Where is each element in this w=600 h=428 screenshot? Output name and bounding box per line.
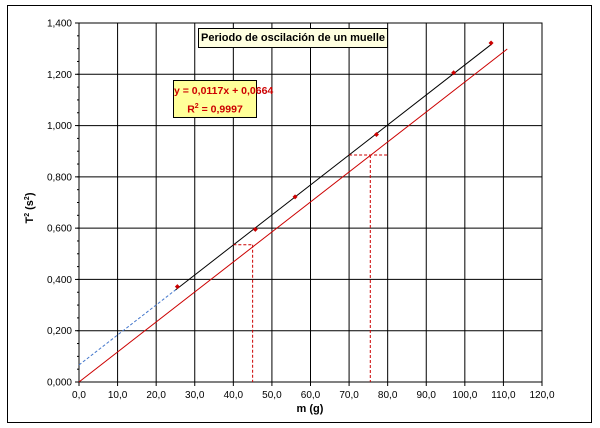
grid — [75, 22, 543, 386]
data-point — [174, 284, 180, 290]
tick-labels: 0,0 10,0 20,0 30,0 40,0 50,0 60,0 70,0 80,0 90,0 1… — [47, 19, 555, 402]
data-point — [373, 132, 379, 138]
x-tick-label: 30,0 — [185, 390, 205, 401]
data-point — [292, 194, 298, 200]
y-tick-label: 0,600 — [47, 224, 72, 235]
trendline-extrapolated — [78, 289, 176, 366]
y-tick-label: 1,000 — [47, 121, 72, 132]
x-tick-label: 90,0 — [417, 390, 437, 401]
x-tick-label: 40,0 — [224, 390, 244, 401]
y-tick-label: 0,000 — [47, 378, 72, 389]
y-axis-symbol: T — [24, 217, 36, 224]
y-axis-units: (s — [24, 200, 36, 210]
x-tick-label: 50,0 — [262, 390, 282, 401]
x-tick-label: 10,0 — [108, 390, 128, 401]
equation-box: y = 0,0117x + 0,0664 R2 = 0,9997 — [173, 80, 274, 118]
trend-equation: y = 0,0117x + 0,0664 — [174, 85, 274, 97]
trendline — [175, 43, 493, 291]
x-tick-label: 70,0 — [339, 390, 359, 401]
y-axis-units-close: ) — [24, 192, 36, 196]
plot-border — [78, 22, 543, 383]
data-point — [488, 40, 494, 46]
x-tick-label: 110,0 — [491, 390, 516, 401]
parallel-line — [78, 48, 508, 383]
x-tick-label: 60,0 — [301, 390, 321, 401]
x-tick-label: 0,0 — [72, 390, 86, 401]
y-axis-title: T2(s2) — [24, 192, 36, 223]
trend-lines — [78, 43, 508, 383]
y-axis-units-sup: 2 — [24, 196, 31, 200]
data-point — [252, 226, 258, 232]
y-tick-label: 0,800 — [47, 172, 72, 183]
x-tick-label: 80,0 — [378, 390, 398, 401]
chart-title: Periodo de oscilación de un muelle — [198, 28, 388, 48]
data-points — [174, 40, 494, 290]
x-axis-title: m (g) — [297, 403, 324, 415]
y-tick-label: 1,400 — [47, 19, 72, 30]
y-tick-label: 1,200 — [47, 70, 72, 81]
data-point — [451, 70, 457, 76]
x-tick-label: 20,0 — [146, 390, 166, 401]
y-axis-symbol-sup: 2 — [24, 213, 31, 217]
y-tick-label: 0,400 — [47, 275, 72, 286]
r-squared: R2 = 0,9997 — [187, 103, 243, 116]
x-tick-label: 120,0 — [529, 390, 554, 401]
y-tick-label: 0,200 — [47, 326, 72, 337]
x-tick-label: 100,0 — [452, 390, 477, 401]
